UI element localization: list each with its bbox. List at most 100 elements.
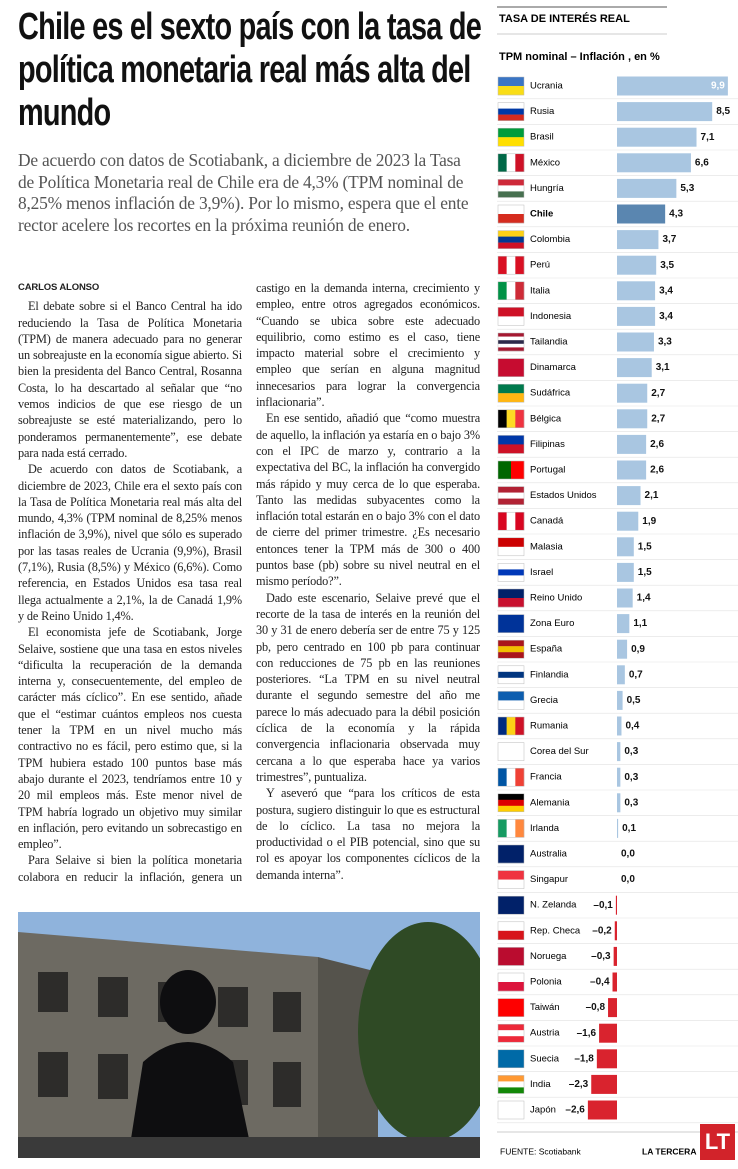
value-label: 1,5 [638,541,652,552]
bar [617,306,656,326]
flag-stripe [498,242,524,249]
flag-stripe [498,665,524,672]
bar [617,460,647,480]
flag-stripe [498,384,524,394]
flag-stripe [498,569,524,576]
bar [617,281,656,301]
value-label: 1,9 [642,516,656,527]
flag-stripe [515,153,525,172]
bar [617,102,713,122]
flag [497,639,525,659]
category-label: Israel [530,567,553,578]
value-label: 0,9 [631,644,645,655]
category-label: Perú [530,260,550,271]
flag-stripe [498,1049,524,1068]
flag-stripe [506,153,516,172]
category-label: Sudáfrica [530,388,571,399]
flag-stripe [515,256,525,275]
value-label: 3,7 [662,234,676,245]
value-label: 3,3 [658,337,672,348]
flag-border [497,895,525,915]
flag-stripe [498,1024,524,1031]
category-label: Portugal [530,465,565,476]
flag-stripe [498,205,524,215]
bar [617,409,648,429]
article-body: CARLOS ALONSO El debate sobre si el Banc… [18,280,480,898]
flag-stripe [498,444,524,454]
category-label: México [530,157,560,168]
bar [617,742,621,762]
flag-border [497,204,525,224]
category-label: Hungría [530,183,565,194]
flag [497,383,525,403]
flag-stripe [498,973,524,983]
flag-border [497,793,525,813]
value-label: 0,0 [621,849,635,860]
flag-stripe [498,256,507,275]
value-label: 2,7 [651,413,665,424]
value-label: –1,8 [574,1053,594,1064]
bar [614,921,617,941]
value-label: 5,3 [680,183,694,194]
value-label: 0,3 [624,746,638,757]
flag [497,767,525,787]
flag [497,614,525,633]
bar [617,511,639,531]
flag-stripe [498,537,524,547]
flag-stripe [498,546,524,556]
flag-stripe [498,870,524,880]
bar [617,818,619,838]
bar [587,1100,617,1120]
flag-stripe [498,343,524,348]
category-label: Austria [530,1028,560,1039]
category-label: Polonia [530,977,562,988]
flag [497,716,525,736]
flag-stripe [498,114,524,121]
flag-border [497,76,525,96]
flag-stripe [498,805,524,812]
bar [617,127,697,147]
category-label: India [530,1079,551,1090]
flag-stripe [515,281,525,300]
bar [617,690,623,710]
value-label: 2,7 [651,388,665,399]
flag-stripe [498,214,524,224]
flag-border [497,409,525,429]
flag-stripe [506,819,516,838]
flag-stripe [498,492,524,499]
flag [497,102,525,121]
flag-border [497,947,525,966]
category-label: Alemania [530,797,570,808]
flag-stripe [498,512,507,531]
paragraph: Para Selaive si bien la política monetar… [18,281,480,884]
flag-border [497,127,525,147]
flag [497,281,525,301]
flag-stripe [498,563,524,570]
value-label: 3,4 [659,311,673,322]
flag [497,511,525,531]
flag-stripe [515,512,525,531]
bar [617,434,647,454]
flag-stripe [498,845,524,864]
flag-stripe [498,598,524,608]
flag-stripe [498,336,524,341]
flag [497,895,525,915]
category-label: Rep. Checa [530,925,581,936]
flag-border [497,1049,525,1069]
value-label: 9,9 [711,81,725,92]
paragraph: El economista jefe de Scotiabank, Jorge … [18,625,242,852]
flag [497,742,525,761]
bar [617,178,677,198]
flag-stripe [498,819,507,838]
category-label: Suecia [530,1053,560,1064]
flag [497,563,525,582]
flag [497,460,525,480]
value-label: 0,4 [625,721,639,732]
category-label: Francia [530,772,562,783]
value-label: –0,4 [590,977,610,988]
flag-stripe [515,768,525,787]
flag-stripe [498,1075,524,1082]
value-label: 1,4 [637,593,651,604]
flag-stripe [498,461,512,479]
bar [617,358,652,378]
